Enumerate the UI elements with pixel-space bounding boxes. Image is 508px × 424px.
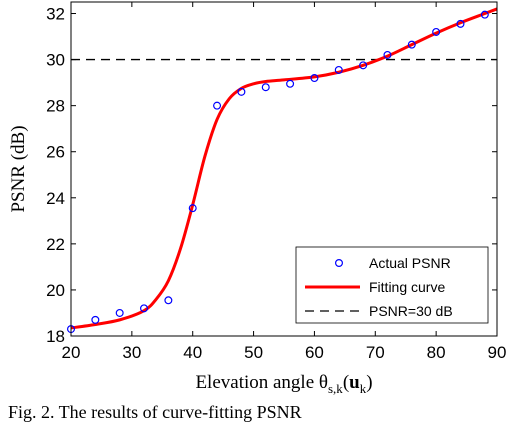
x-axis-label: Elevation angle θs,k(uk) — [195, 372, 372, 396]
figure-caption: Fig. 2. The results of curve-fitting PSN… — [8, 402, 302, 422]
legend-label-actual-psnr: Actual PSNR — [369, 255, 451, 271]
y-axis-label: PSNR (dB) — [8, 125, 29, 212]
legend-label-psnr-30db: PSNR=30 dB — [369, 303, 453, 319]
actual-psnr-point — [237, 87, 246, 96]
y-tick-label: 20 — [46, 281, 65, 300]
legend-label-fitting-curve: Fitting curve — [369, 279, 445, 295]
y-tick-label: 24 — [46, 189, 65, 208]
actual-psnr-point — [480, 10, 489, 19]
actual-psnr-point — [188, 204, 197, 213]
y-tick-label: 30 — [46, 51, 65, 70]
actual-psnr-point — [91, 315, 100, 324]
legend-box — [295, 246, 489, 324]
x-tick-label: 20 — [62, 343, 81, 362]
x-tick-label: 70 — [366, 343, 385, 362]
y-tick-label: 32 — [46, 5, 65, 24]
actual-psnr-point — [286, 79, 295, 88]
actual-psnr-point — [164, 296, 173, 305]
x-tick-label: 90 — [488, 343, 507, 362]
actual-psnr-point — [383, 50, 392, 59]
x-tick-label: 80 — [427, 343, 446, 362]
legend: Actual PSNR Fitting curve PSNR=30 dB — [295, 246, 489, 324]
x-tick-label: 40 — [183, 343, 202, 362]
y-tick-label: 18 — [46, 327, 65, 346]
actual-psnr-point — [456, 19, 465, 28]
actual-psnr-point — [261, 83, 270, 92]
actual-psnr-point — [213, 101, 222, 110]
actual-psnr-point — [115, 308, 124, 317]
plot-frame — [70, 1, 498, 337]
actual-psnr-point — [432, 27, 441, 36]
fitting-curve-line — [70, 7, 498, 330]
actual-psnr-point — [140, 304, 149, 313]
actual-psnr-point — [359, 61, 368, 70]
y-tick-label: 26 — [46, 143, 65, 162]
y-tick-label: 22 — [46, 235, 65, 254]
actual-psnr-point — [310, 74, 319, 83]
x-tick-label: 50 — [244, 343, 263, 362]
y-tick-label: 28 — [46, 97, 65, 116]
actual-psnr-point — [334, 65, 343, 74]
x-tick-label: 60 — [305, 343, 324, 362]
actual-psnr-point — [407, 40, 416, 49]
x-tick-label: 30 — [122, 343, 141, 362]
legend-marker-actual-psnr — [335, 259, 344, 268]
